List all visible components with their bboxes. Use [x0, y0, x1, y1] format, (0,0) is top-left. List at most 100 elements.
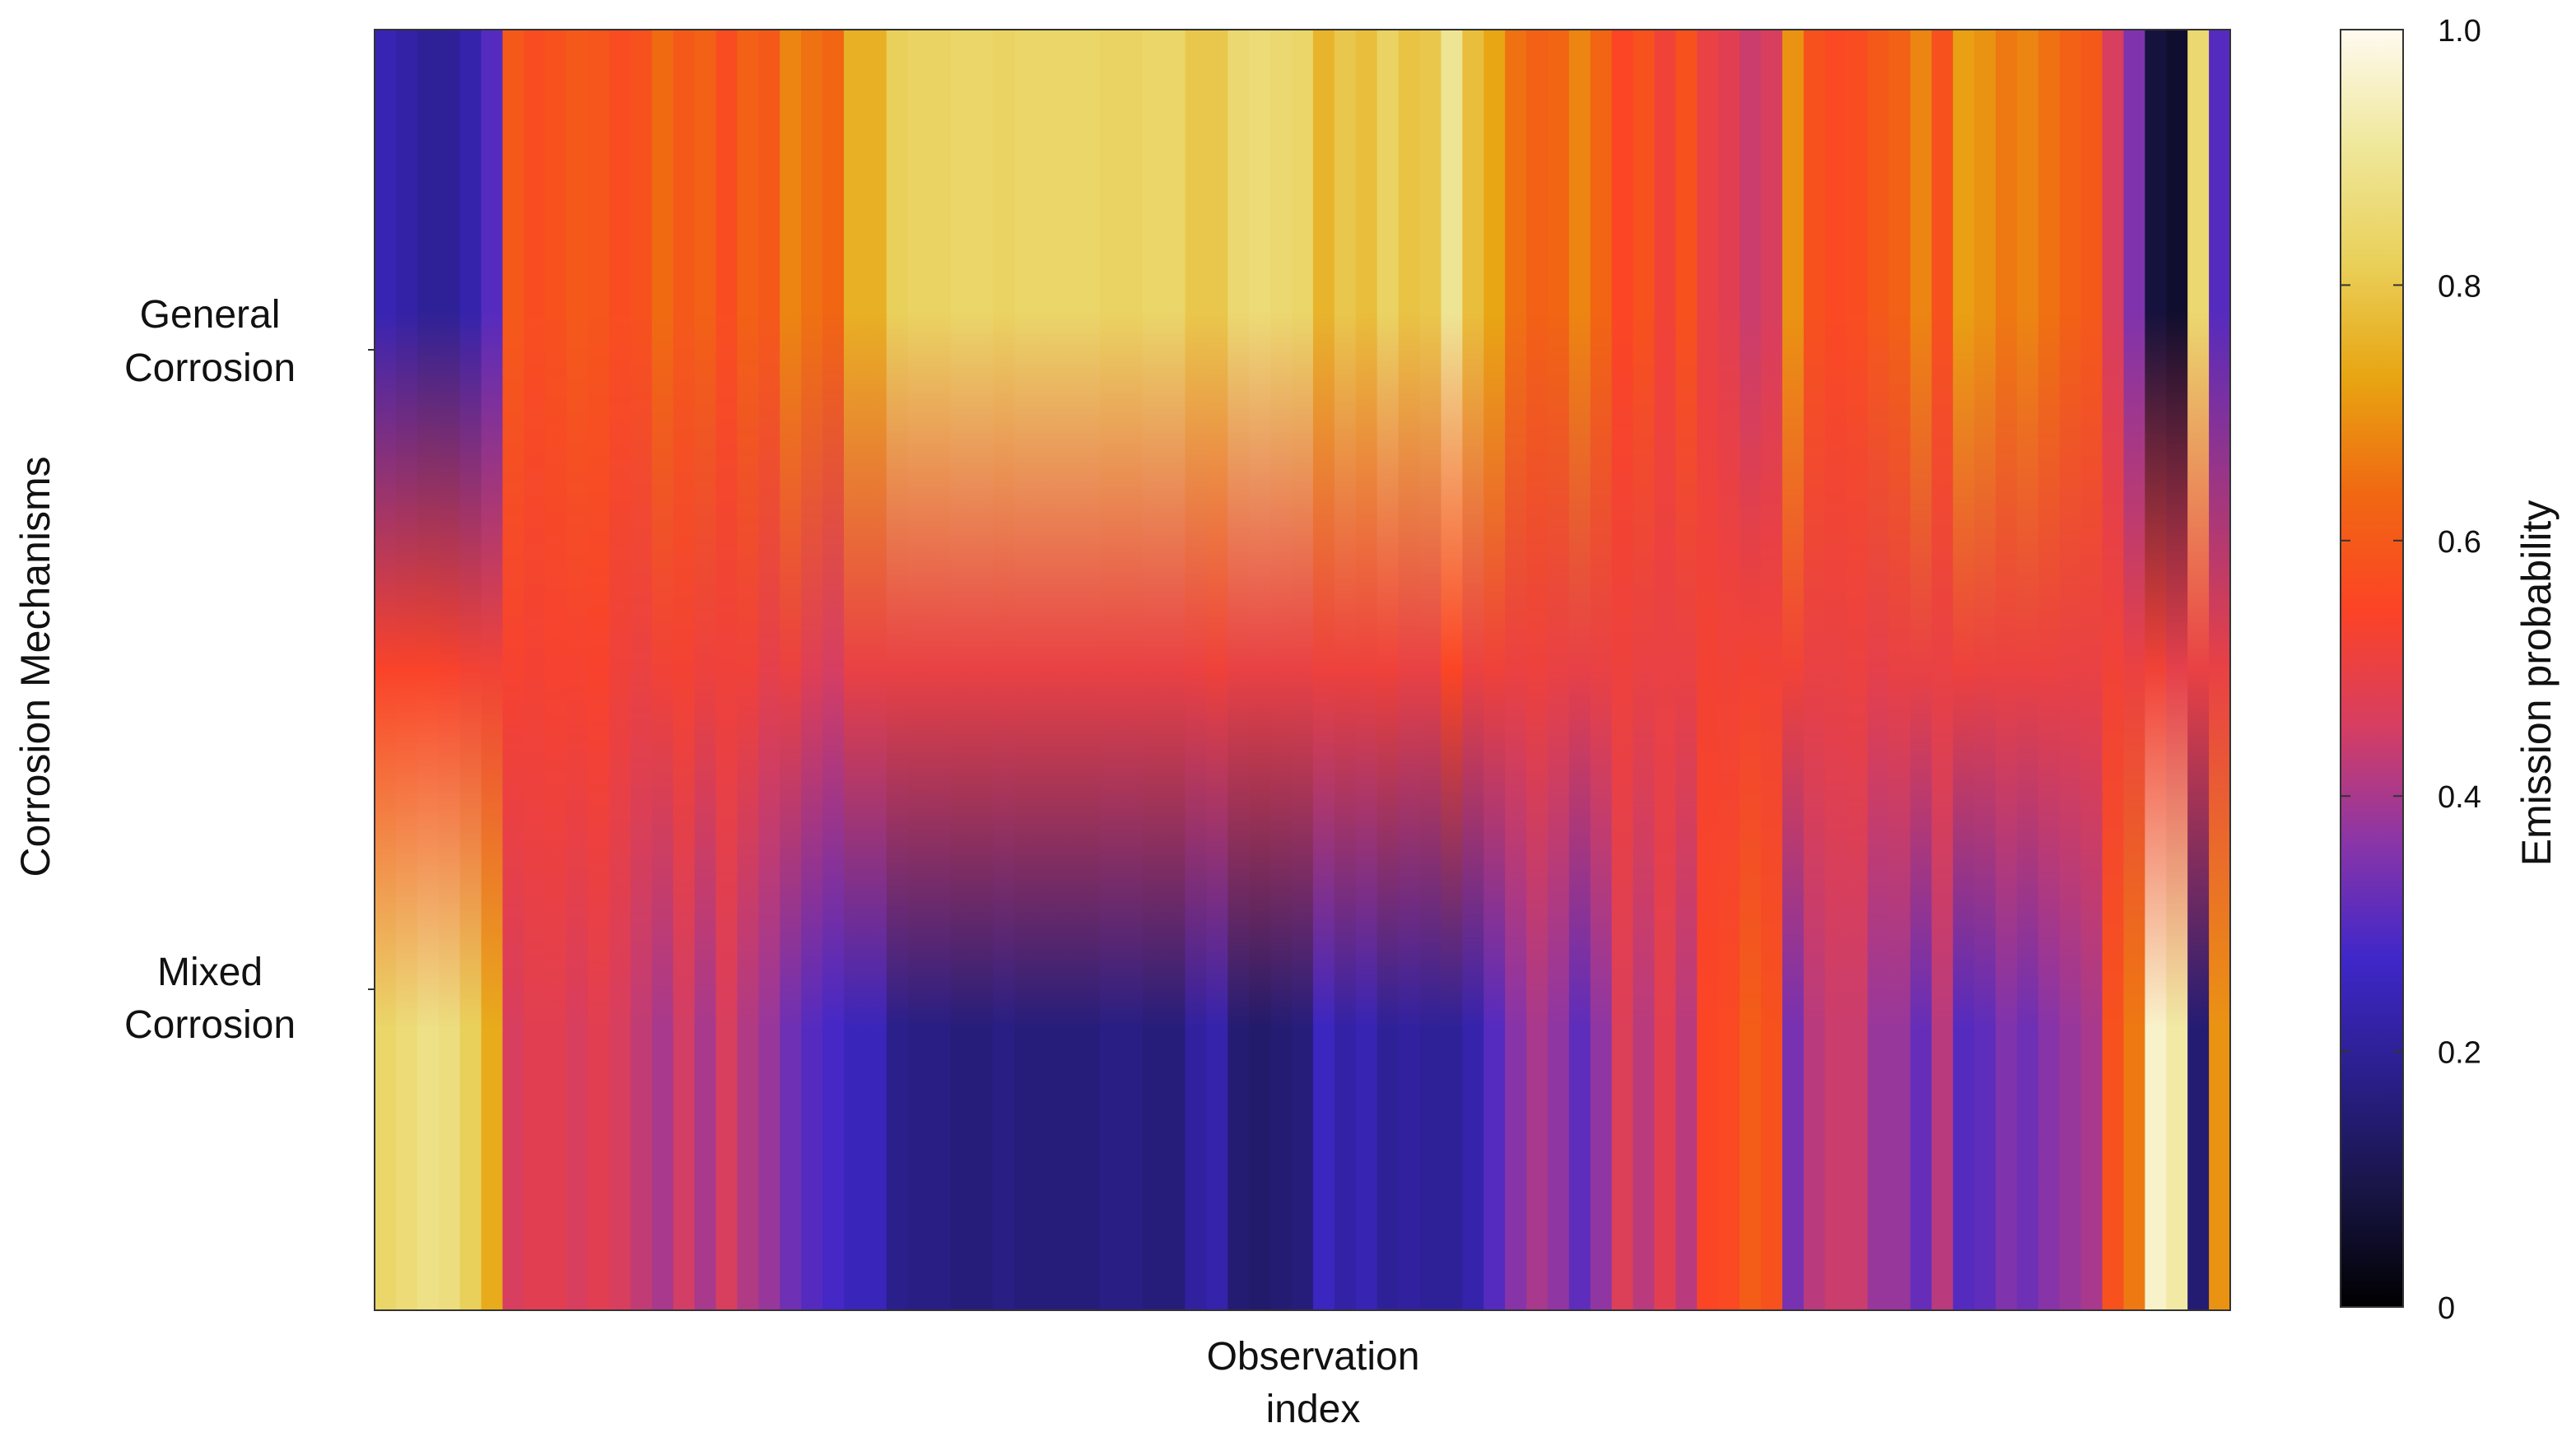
heatmap-column: [1824, 30, 1847, 1310]
heatmap-column: [1846, 30, 1869, 1310]
heatmap-column: [588, 30, 610, 1310]
heatmap-column: [1633, 30, 1656, 1310]
heatmap-column: [886, 30, 909, 1310]
heatmap-column: [1867, 30, 1890, 1310]
heatmap-column: [1462, 30, 1485, 1310]
heatmap-column: [1505, 30, 1527, 1310]
x-axis-label-line2: index: [1266, 1388, 1361, 1431]
heatmap-column: [907, 30, 930, 1310]
heatmap-column: [1526, 30, 1549, 1310]
heatmap-column: [864, 30, 887, 1310]
y-axis-label: Corrosion Mechanisms: [12, 456, 58, 877]
heatmap-column: [758, 30, 781, 1310]
heatmap-column: [1953, 30, 1975, 1310]
heatmap-column: [1334, 30, 1357, 1310]
heatmap-column: [1718, 30, 1740, 1310]
heatmap-column: [1996, 30, 2018, 1310]
heatmap-column: [929, 30, 952, 1310]
heatmap-column: [524, 30, 547, 1310]
heatmap-column: [608, 30, 631, 1310]
heatmap-column: [737, 30, 760, 1310]
heatmap-column: [1910, 30, 1933, 1310]
heatmap-column: [375, 30, 397, 1310]
heatmap-column: [1697, 30, 1720, 1310]
heatmap-column: [1590, 30, 1613, 1310]
heatmap-column: [2059, 30, 2082, 1310]
heatmap-column: [780, 30, 802, 1310]
heatmap-column: [1099, 30, 1122, 1310]
heatmap-column: [481, 30, 504, 1310]
heatmap-column: [2102, 30, 2125, 1310]
heatmap-column: [1441, 30, 1464, 1310]
heatmap-column: [1547, 30, 1570, 1310]
row-label-general-line1: General: [140, 293, 281, 337]
heatmap-column: [694, 30, 717, 1310]
heatmap-column: [1120, 30, 1144, 1310]
heatmap-cells: [375, 30, 2231, 1310]
heatmap-column: [673, 30, 696, 1310]
heatmap-column: [1078, 30, 1101, 1310]
heatmap-column: [1249, 30, 1271, 1310]
heatmap-column: [630, 30, 653, 1310]
heatmap-column: [1484, 30, 1506, 1310]
row-label-mixed-line1: Mixed: [157, 951, 263, 994]
heatmap-column: [715, 30, 738, 1310]
colorbar-tick-label: 0.8: [2438, 269, 2481, 304]
heatmap-column: [1675, 30, 1698, 1310]
heatmap-column: [1057, 30, 1079, 1310]
colorbar: [2340, 29, 2404, 1308]
heatmap-column: [950, 30, 973, 1310]
heatmap-column: [1803, 30, 1826, 1310]
heatmap-column: [2209, 30, 2231, 1310]
colorbar-tick-label: 0: [2438, 1291, 2455, 1326]
heatmap-column: [1782, 30, 1805, 1310]
heatmap-column: [545, 30, 567, 1310]
heatmap-column: [395, 30, 418, 1310]
heatmap-column: [1292, 30, 1314, 1310]
heatmap-column: [801, 30, 823, 1310]
heatmap-column: [1270, 30, 1293, 1310]
heatmap-column: [2187, 30, 2210, 1310]
heatmap-column: [2166, 30, 2188, 1310]
heatmap-column: [2016, 30, 2039, 1310]
heatmap-column: [1974, 30, 1996, 1310]
plot-frame: [374, 29, 2231, 1311]
heatmap-column: [1227, 30, 1251, 1310]
colorbar-ticks: 0 0.2 0.4 0.6 0.8 1.0: [2341, 14, 2481, 1326]
heatmap-column: [971, 30, 995, 1310]
heatmap-column: [1654, 30, 1677, 1310]
heatmap-column: [566, 30, 589, 1310]
heatmap-column: [1398, 30, 1421, 1310]
heatmap-column: [2038, 30, 2061, 1310]
heatmap-column: [1889, 30, 1912, 1310]
heatmap-column: [993, 30, 1016, 1310]
heatmap-column: [1611, 30, 1634, 1310]
heatmap-column: [2123, 30, 2146, 1310]
heatmap-column: [822, 30, 845, 1310]
heatmap-column: [843, 30, 866, 1310]
colorbar-tick-label: 0.4: [2438, 780, 2481, 815]
heatmap-column: [1761, 30, 1783, 1310]
heatmap-column: [1740, 30, 1762, 1310]
heatmap-column: [1419, 30, 1442, 1310]
heatmap-column: [1036, 30, 1058, 1310]
colorbar-label: Emission probability: [2513, 500, 2560, 867]
colorbar-tick-label: 0.6: [2438, 525, 2481, 560]
heatmap-column: [1377, 30, 1400, 1310]
colorbar-tick-label: 1.0: [2438, 14, 2481, 49]
colorbar-tick-label: 0.2: [2438, 1036, 2481, 1071]
heatmap-column: [1568, 30, 1591, 1310]
heatmap-column: [651, 30, 674, 1310]
heatmap-column: [1206, 30, 1229, 1310]
heatmap-column: [502, 30, 525, 1310]
row-label-mixed-line2: Corrosion: [124, 1003, 296, 1047]
x-axis-label-line1: Observation: [1207, 1335, 1420, 1379]
heatmap-column: [1163, 30, 1186, 1310]
heatmap-column: [2080, 30, 2103, 1310]
heatmap-column: [1142, 30, 1165, 1310]
heatmap-column: [1355, 30, 1378, 1310]
heatmap-column: [1185, 30, 1208, 1310]
row-label-general-line2: Corrosion: [124, 346, 296, 390]
heatmap-column: [1931, 30, 1954, 1310]
